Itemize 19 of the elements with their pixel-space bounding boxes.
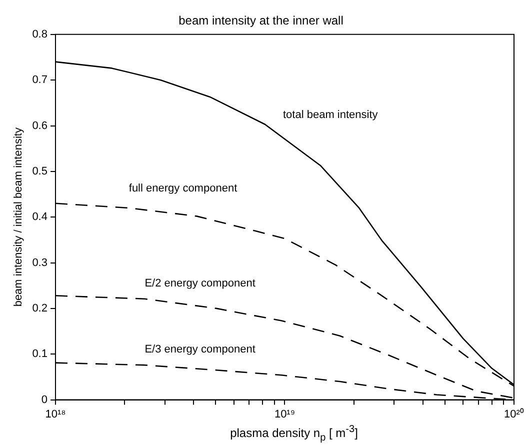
- y-tick-label: 0.3: [32, 256, 48, 269]
- x-tick-label: 10¹⁹: [274, 408, 296, 420]
- y-axis-title: beam intensity / initial beam intensity: [12, 127, 25, 307]
- y-tick-label: 0.4: [32, 211, 48, 224]
- y-tick-label: 0.2: [32, 302, 48, 314]
- y-tick-label: 0: [41, 394, 48, 406]
- x-axis-title: plasma density n$_{p}$ [ m$^{-3}$]: [229, 424, 359, 444]
- series-label: total beam intensity: [282, 108, 378, 121]
- series-label: full energy component: [128, 182, 238, 194]
- x-tick-label: 10²⁰: [504, 407, 524, 420]
- chart-title: beam intensity at the inner wall: [178, 14, 344, 28]
- x-tick-label: 10¹⁸: [45, 408, 66, 420]
- series-label: E/3 energy component: [144, 344, 256, 356]
- y-tick-label: 0.5: [32, 165, 48, 178]
- y-tick-label: 0.7: [32, 74, 48, 86]
- y-tick-label: 0.8: [32, 28, 48, 40]
- y-tick-label: 0.1: [32, 348, 48, 360]
- series-label: E/2 energy component: [144, 277, 256, 290]
- y-tick-label: 0.6: [32, 120, 48, 132]
